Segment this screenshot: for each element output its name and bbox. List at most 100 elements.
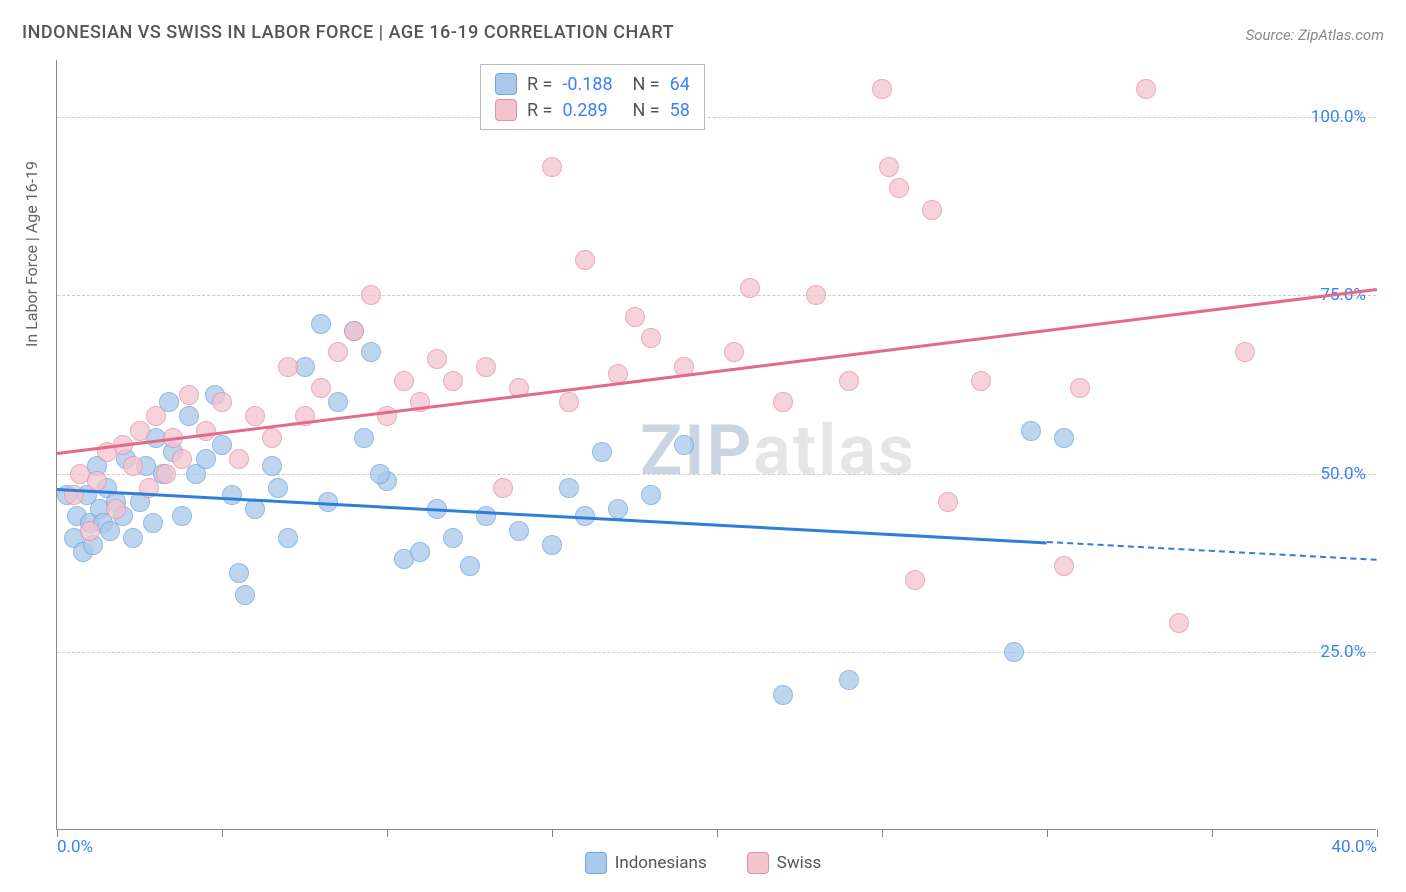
data-point-indonesians — [1021, 421, 1041, 441]
trendline — [1047, 541, 1377, 561]
x-tick — [882, 829, 883, 837]
data-point-swiss — [443, 371, 463, 391]
data-point-swiss — [311, 378, 331, 398]
legend-row: R =-0.188N =64 — [495, 71, 690, 97]
trendline — [57, 288, 1377, 454]
legend-r-label: R = — [527, 74, 552, 95]
data-point-swiss — [839, 371, 859, 391]
x-tick — [717, 829, 718, 837]
data-point-indonesians — [196, 449, 216, 469]
legend-n-label: N = — [632, 100, 659, 121]
data-point-indonesians — [212, 435, 232, 455]
data-point-indonesians — [143, 513, 163, 533]
x-tick — [222, 829, 223, 837]
data-point-indonesians — [262, 456, 282, 476]
data-point-swiss — [344, 321, 364, 341]
data-point-swiss — [156, 464, 176, 484]
gridline — [57, 117, 1376, 118]
chart-title: INDONESIAN VS SWISS IN LABOR FORCE | AGE… — [22, 22, 674, 43]
data-point-swiss — [1054, 556, 1074, 576]
legend-r-value: -0.188 — [562, 74, 622, 95]
data-point-indonesians — [361, 342, 381, 362]
data-point-indonesians — [443, 528, 463, 548]
data-point-swiss — [641, 328, 661, 348]
legend-label: Swiss — [777, 853, 822, 873]
data-point-indonesians — [1004, 642, 1024, 662]
data-point-swiss — [361, 285, 381, 305]
correlation-legend: R =-0.188N =64R =0.289N =58 — [480, 64, 705, 130]
data-point-indonesians — [559, 478, 579, 498]
data-point-indonesians — [278, 528, 298, 548]
legend-item: Indonesians — [585, 852, 707, 874]
data-point-swiss — [625, 307, 645, 327]
data-point-swiss — [212, 392, 232, 412]
data-point-indonesians — [509, 521, 529, 541]
data-point-swiss — [740, 278, 760, 298]
data-point-indonesians — [839, 670, 859, 690]
y-tick-label: 100.0% — [1311, 107, 1366, 127]
data-point-swiss — [922, 200, 942, 220]
data-point-swiss — [278, 357, 298, 377]
series-legend: Indonesians Swiss — [0, 852, 1406, 874]
data-point-swiss — [1136, 79, 1156, 99]
y-axis-label: In Labor Force | Age 16-19 — [22, 161, 41, 347]
data-point-swiss — [123, 456, 143, 476]
data-point-swiss — [229, 449, 249, 469]
data-point-swiss — [394, 371, 414, 391]
data-point-swiss — [196, 421, 216, 441]
legend-n-label: N = — [632, 74, 659, 95]
data-point-indonesians — [773, 685, 793, 705]
legend-item: Swiss — [747, 852, 822, 874]
data-point-swiss — [172, 449, 192, 469]
data-point-swiss — [724, 342, 744, 362]
data-point-indonesians — [476, 506, 496, 526]
data-point-indonesians — [328, 392, 348, 412]
data-point-swiss — [476, 357, 496, 377]
data-point-swiss — [130, 421, 150, 441]
data-point-swiss — [1235, 342, 1255, 362]
data-point-swiss — [559, 392, 579, 412]
data-point-indonesians — [245, 499, 265, 519]
data-point-indonesians — [354, 428, 374, 448]
x-tick — [387, 829, 388, 837]
data-point-swiss — [575, 250, 595, 270]
data-point-indonesians — [179, 406, 199, 426]
data-point-swiss — [542, 157, 562, 177]
y-tick-label: 50.0% — [1320, 464, 1366, 484]
gridline — [57, 295, 1376, 296]
data-point-swiss — [262, 428, 282, 448]
data-point-swiss — [245, 406, 265, 426]
data-point-swiss — [773, 392, 793, 412]
x-tick — [57, 829, 58, 837]
legend-swatch — [495, 99, 517, 121]
data-point-swiss — [80, 521, 100, 541]
data-point-swiss — [971, 371, 991, 391]
plot-area: 25.0%50.0%75.0%100.0%0.0%40.0% — [56, 60, 1376, 830]
data-point-swiss — [879, 157, 899, 177]
legend-swatch — [585, 852, 607, 874]
source-credit: Source: ZipAtlas.com — [1246, 26, 1384, 44]
legend-row: R =0.289N =58 — [495, 97, 690, 123]
gridline — [57, 474, 1376, 475]
data-point-swiss — [87, 471, 107, 491]
data-point-swiss — [328, 342, 348, 362]
data-point-indonesians — [172, 506, 192, 526]
legend-swatch — [495, 73, 517, 95]
gridline — [57, 652, 1376, 653]
data-point-indonesians — [268, 478, 288, 498]
data-point-indonesians — [410, 542, 430, 562]
data-point-indonesians — [641, 485, 661, 505]
data-point-swiss — [427, 349, 447, 369]
x-tick — [552, 829, 553, 837]
legend-r-label: R = — [527, 100, 552, 121]
data-point-swiss — [938, 492, 958, 512]
data-point-swiss — [806, 285, 826, 305]
x-tick — [1377, 829, 1378, 837]
data-point-swiss — [872, 79, 892, 99]
data-point-indonesians — [674, 435, 694, 455]
data-point-swiss — [905, 570, 925, 590]
x-tick — [1047, 829, 1048, 837]
data-point-swiss — [146, 406, 166, 426]
data-point-indonesians — [370, 464, 390, 484]
data-point-swiss — [179, 385, 199, 405]
